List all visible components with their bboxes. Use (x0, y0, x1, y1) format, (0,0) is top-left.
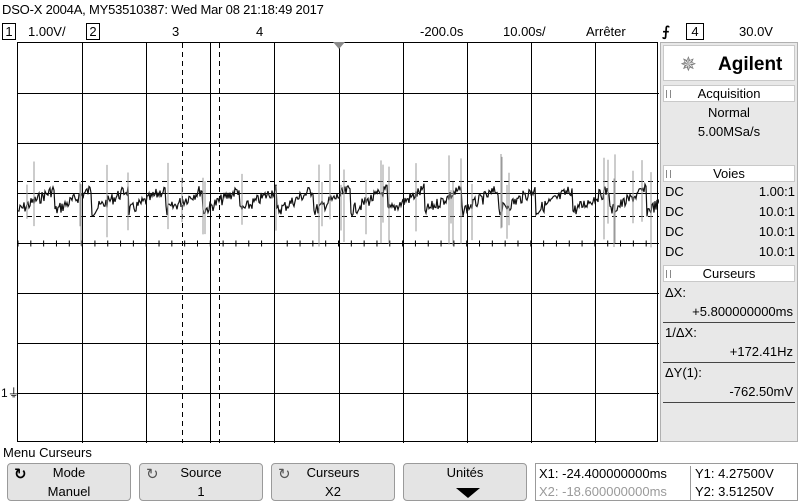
section-icon (666, 170, 671, 178)
waveform-display[interactable] (17, 42, 659, 443)
channel-probe: 10.0:1 (758, 224, 795, 239)
section-icon (666, 270, 671, 278)
cursor-y2: Y2: 3.51250V (695, 484, 774, 499)
channel-coupling: DC (665, 244, 684, 259)
side-panel: ✵ Agilent Acquisition Normal 5.00MSa/s V… (660, 42, 798, 442)
delta-y-label: ΔY(1): (665, 365, 702, 380)
softkey-value: X2 (325, 484, 341, 499)
mode-softkey[interactable]: ↻ Mode Manuel (7, 463, 131, 501)
divider (690, 466, 691, 500)
trigger-level: 30.0V (739, 24, 773, 39)
channel-row: DC 10.0:1 (665, 224, 795, 242)
cursor-x1: X1: -24.400000000ms (539, 466, 667, 481)
channels-header-label: Voies (713, 166, 745, 181)
run-state: Arrêter (586, 24, 626, 39)
delta-x-value: +5.800000000ms (692, 304, 793, 319)
channel-probe: 1.00:1 (758, 184, 795, 199)
submenu-arrow-icon (456, 488, 480, 498)
channel-3-indicator[interactable]: 3 (172, 24, 180, 39)
channel-row: DC 10.0:1 (665, 204, 795, 222)
channel-1-ground-marker: 1⏚ (1, 386, 20, 400)
rotate-knob-icon: ↻ (14, 466, 27, 483)
divider (663, 402, 795, 403)
trigger-source: 4 (686, 23, 704, 40)
cursors-softkey[interactable]: ↻ Curseurs X2 (271, 463, 395, 501)
waveform-trace (18, 182, 659, 218)
window-title: DSO-X 2004A, MY53510387: Wed Mar 08 21:1… (2, 2, 324, 17)
softkey-label: Mode (52, 465, 86, 480)
inverse-delta-x-label: 1/ΔX: (665, 325, 697, 340)
channel-row: DC 1.00:1 (665, 184, 795, 202)
source-softkey[interactable]: ↻ Source 1 (139, 463, 263, 501)
sample-rate: 5.00MSa/s (697, 124, 761, 139)
inverse-delta-x-value: +172.41Hz (729, 344, 793, 359)
channel-1-indicator[interactable]: 1 (2, 23, 16, 40)
cursors-header: Curseurs (663, 265, 795, 282)
delta-x-label: ΔX: (665, 285, 686, 300)
brand-logo: ✵ Agilent (663, 45, 795, 81)
channel-coupling: DC (665, 224, 684, 239)
cursor-y1: Y1: 4.27500V (695, 466, 774, 481)
channel-probe: 10.0:1 (758, 204, 795, 219)
channel-1-scale: 1.00V/ (28, 24, 66, 39)
softkey-label: Source (180, 465, 222, 480)
status-bar: 1 1.00V/ 2 3 4 -200.0s 10.00s/ Arrêter ⨍… (0, 21, 800, 43)
divider (663, 322, 795, 323)
softkey-value: Manuel (47, 484, 91, 499)
section-icon (666, 90, 671, 98)
cursors-header-label: Curseurs (702, 266, 756, 281)
channel-coupling: DC (665, 204, 684, 219)
channel-probe: 10.0:1 (758, 244, 795, 259)
channel-2-indicator[interactable]: 2 (86, 23, 100, 40)
ground-marker-label: 1 (1, 386, 8, 400)
cursor-x2: X2: -18.600000000ms (539, 484, 667, 499)
softkey-label: Unités (446, 465, 484, 480)
channels-header: Voies (663, 165, 795, 182)
rotate-knob-icon: ↻ (146, 466, 159, 483)
acquisition-mode: Normal (708, 105, 750, 120)
units-softkey[interactable]: Unités (403, 463, 527, 501)
trigger-edge-icon: ⨍ (662, 23, 670, 39)
softkey-value: 1 (197, 484, 205, 499)
time-scale: 10.00s/ (503, 24, 546, 39)
cursor-readout: X1: -24.400000000ms X2: -18.600000000ms … (535, 463, 798, 501)
brand-name: Agilent (718, 54, 783, 75)
softkey-label: Curseurs (306, 465, 360, 480)
acquisition-header: Acquisition (663, 85, 795, 102)
delta-y-value: -762.50mV (729, 384, 793, 399)
menu-title: Menu Curseurs (3, 445, 92, 460)
trigger-position-marker (333, 42, 345, 49)
channel-4-indicator[interactable]: 4 (256, 24, 264, 39)
time-delay: -200.0s (420, 24, 464, 39)
agilent-spark-icon: ✵ (680, 54, 697, 76)
channel-row: DC 10.0:1 (665, 244, 795, 262)
channel-coupling: DC (665, 184, 684, 199)
acquisition-header-label: Acquisition (697, 86, 761, 101)
rotate-knob-icon: ↻ (278, 466, 291, 483)
divider (663, 362, 795, 363)
waveform-grid (18, 43, 659, 443)
